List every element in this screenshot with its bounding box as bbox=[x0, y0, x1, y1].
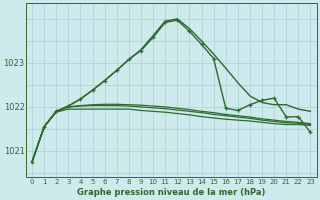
X-axis label: Graphe pression niveau de la mer (hPa): Graphe pression niveau de la mer (hPa) bbox=[77, 188, 266, 197]
